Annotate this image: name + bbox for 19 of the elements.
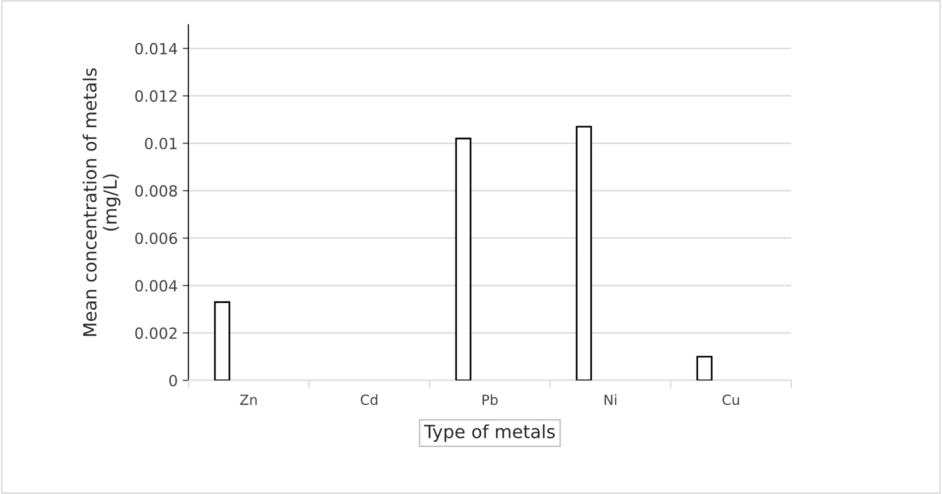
- x-tick-label: Zn: [240, 394, 257, 405]
- bar: [455, 138, 472, 380]
- bar: [214, 301, 230, 380]
- bar: [696, 356, 713, 380]
- x-tick-label: Ni: [604, 394, 616, 405]
- y-tick-label: 0.012: [135, 90, 176, 102]
- y-tick-label: 0.014: [135, 42, 178, 54]
- x-tick-label: Cd: [360, 394, 378, 406]
- y-tick-label: 0.01: [144, 138, 177, 150]
- y-axis-title: Mean concentration of metals (mg/L): [82, 68, 120, 336]
- y-tick-label: 0: [169, 374, 177, 386]
- bar: [576, 126, 592, 380]
- x-tick-label: Cu: [722, 394, 739, 406]
- x-axis-title: Type of metals: [424, 424, 555, 442]
- y-tick-label: 0.008: [135, 185, 177, 197]
- y-tick-label: 0.002: [135, 327, 176, 339]
- y-tick-label: 0.004: [135, 280, 178, 292]
- x-tick-label: Pb: [482, 394, 498, 406]
- y-tick-label: 0.006: [135, 232, 178, 244]
